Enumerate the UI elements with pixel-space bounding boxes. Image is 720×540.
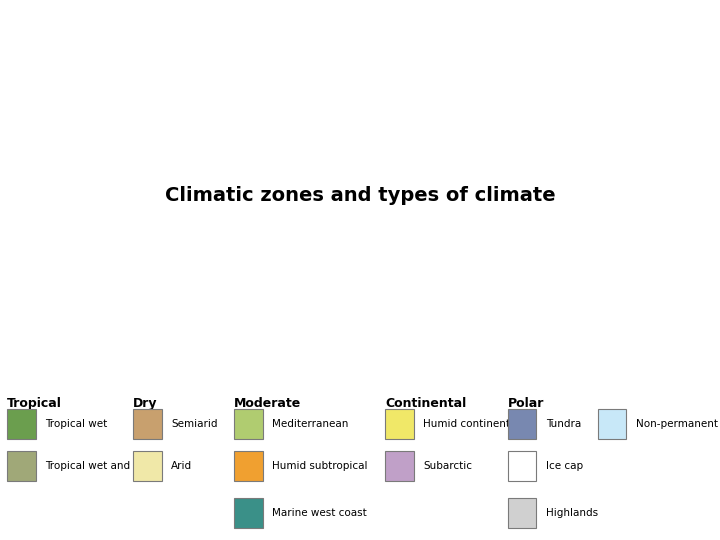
Text: Dry: Dry (133, 397, 158, 410)
Text: Moderate: Moderate (234, 397, 301, 410)
Text: Subarctic: Subarctic (423, 461, 472, 471)
Text: Polar: Polar (508, 397, 544, 410)
Bar (234, 498, 263, 528)
Text: Humid continental: Humid continental (423, 419, 520, 429)
Bar (385, 409, 414, 439)
Bar (508, 451, 536, 481)
Text: Tropical: Tropical (7, 397, 62, 410)
Text: Marine west coast: Marine west coast (272, 508, 367, 518)
Text: Tropical wet and dry: Tropical wet and dry (45, 461, 151, 471)
Text: Tropical wet: Tropical wet (45, 419, 107, 429)
Text: Arid: Arid (171, 461, 192, 471)
Text: Continental: Continental (385, 397, 467, 410)
Bar (133, 451, 162, 481)
Bar (7, 451, 36, 481)
Bar (234, 409, 263, 439)
Text: Highlands: Highlands (546, 508, 598, 518)
Bar (508, 498, 536, 528)
Bar (598, 409, 626, 439)
Bar (234, 451, 263, 481)
Text: Tundra: Tundra (546, 419, 581, 429)
Text: Mediterranean: Mediterranean (272, 419, 348, 429)
Text: Non-permanent ice: Non-permanent ice (636, 419, 720, 429)
Bar (385, 451, 414, 481)
Bar (133, 409, 162, 439)
Bar (7, 409, 36, 439)
Text: Semiarid: Semiarid (171, 419, 218, 429)
Text: Ice cap: Ice cap (546, 461, 583, 471)
Text: Humid subtropical: Humid subtropical (272, 461, 368, 471)
Text: Climatic zones and types of climate: Climatic zones and types of climate (165, 186, 555, 205)
Bar (508, 409, 536, 439)
